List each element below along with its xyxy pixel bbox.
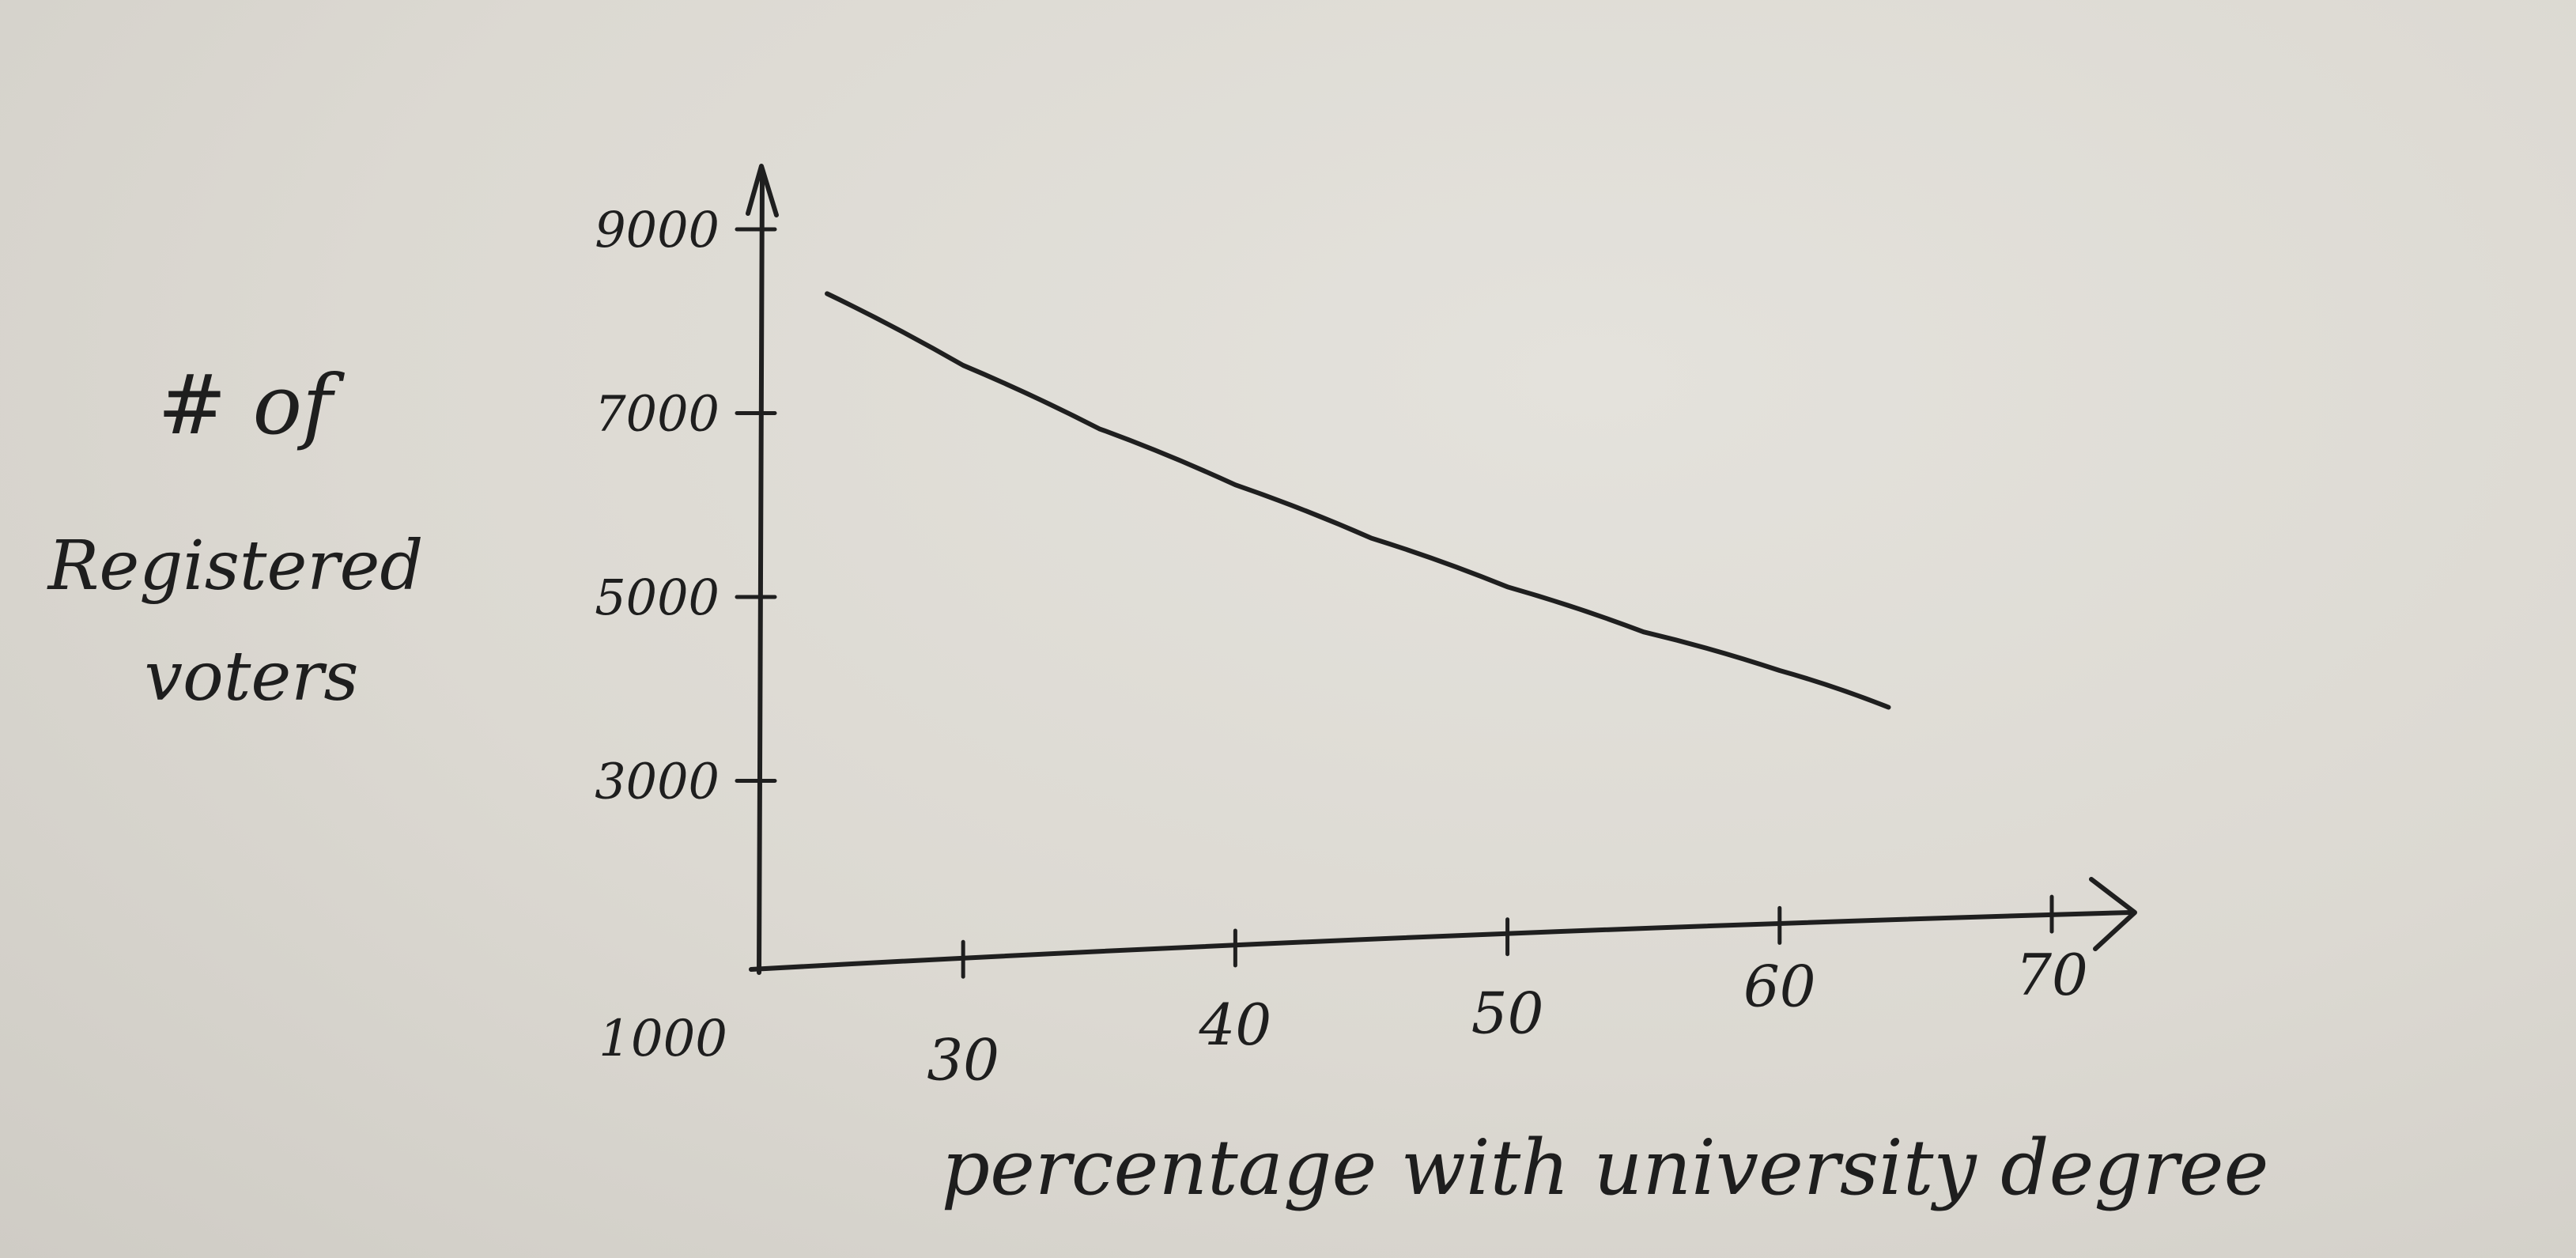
y-tick-label-1000: 1000 <box>599 1010 727 1068</box>
x-axis-arrowhead <box>2089 877 2137 951</box>
y-axis-label-line-2: Registered <box>47 527 424 606</box>
y-axis-label-line-1: # of <box>157 357 345 453</box>
y-tick-label-5000: 5000 <box>595 569 720 626</box>
x-tick-label-60: 60 <box>1743 953 1816 1019</box>
x-axis-label: percentage with university degree <box>942 1124 2269 1212</box>
chart-series <box>825 291 1891 710</box>
x-tick-label-40: 40 <box>1199 992 1272 1058</box>
chart-axes <box>746 164 2137 975</box>
x-tick-label-70: 70 <box>2015 942 2088 1008</box>
y-axis-arrowhead <box>746 164 779 217</box>
series-line-0 <box>825 291 1891 710</box>
data-point-0-6 <box>1643 632 1644 633</box>
y-axis-label-line-3: voters <box>144 637 358 716</box>
axis-tick-labels: 30 40 50 60 70 1000 3000 5000 7000 9000 <box>595 201 2088 1093</box>
data-point-0-0 <box>827 293 828 294</box>
data-point-0-8 <box>1888 707 1889 708</box>
x-tick-label-50: 50 <box>1471 980 1544 1047</box>
x-tick-label-30: 30 <box>927 1026 999 1093</box>
y-tick-label-7000: 7000 <box>595 385 720 443</box>
data-point-0-1 <box>963 365 964 366</box>
axis-ticks <box>735 227 2054 979</box>
axis-titles: # of Registered voters percentage with u… <box>47 357 2269 1212</box>
y-tick-label-3000: 3000 <box>595 753 720 810</box>
y-tick-label-9000: 9000 <box>595 201 720 259</box>
x-axis-line <box>749 910 2133 972</box>
y-axis-line <box>757 172 765 975</box>
